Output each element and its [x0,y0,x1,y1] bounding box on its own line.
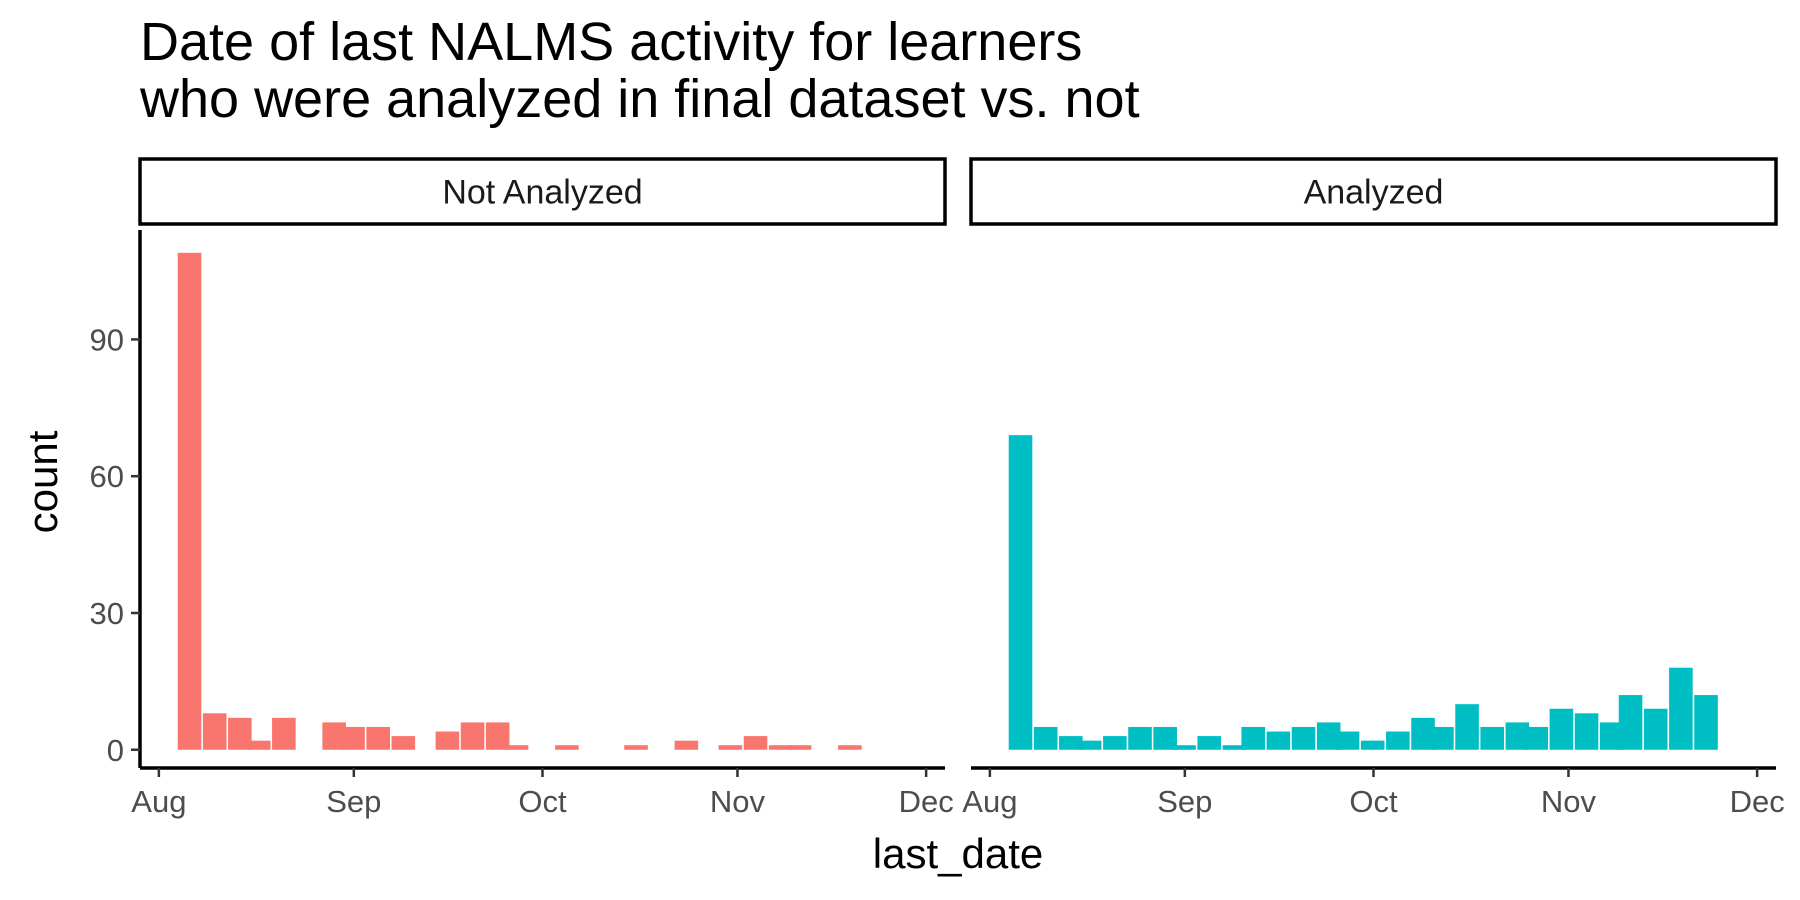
histogram-bar [1505,722,1530,750]
histogram-bar [1172,745,1196,750]
histogram-bar [1103,736,1127,750]
chart-title-line: who were analyzed in final dataset vs. n… [139,69,1140,129]
histogram-bar [1694,695,1718,750]
histogram-bar [718,745,743,750]
chart-title-line: Date of last NALMS activity for learners [140,12,1082,72]
histogram-bar [272,717,296,750]
histogram-bar [1480,726,1504,750]
histogram-bar [1574,713,1599,750]
histogram-bar [504,745,529,750]
x-tick-label: Aug [131,784,186,819]
histogram-bar [1335,731,1360,750]
histogram-bar [228,717,252,750]
histogram-bar [177,252,202,750]
x-tick-label: Dec [899,784,954,819]
histogram-bar [1291,726,1316,750]
histogram-bar [1455,704,1479,750]
histogram-bar [624,745,648,750]
histogram-bar [1008,435,1033,750]
histogram-bar [555,745,579,750]
histogram-bar [838,745,862,750]
x-tick-label: Sep [326,784,381,819]
facet-strip-label: Analyzed [1304,174,1444,212]
histogram-bar [485,722,510,750]
histogram-bar [1077,740,1102,750]
histogram-bar [435,731,460,750]
histogram-bar [1197,736,1221,750]
histogram-bar [1430,726,1454,750]
facet-panel: Analyzed Aug Sep Oct Nov Dec [962,157,1785,819]
x-tick-label: Nov [710,784,766,819]
histogram-bar [1241,726,1266,750]
y-tick-label: 30 [90,596,124,631]
y-tick-label: 90 [90,322,124,357]
histogram-bar [1411,717,1435,750]
histogram-bar [391,736,416,750]
histogram-bar [1316,722,1341,750]
histogram-bar [768,745,793,750]
facet-strip-label: Not Analyzed [442,174,642,212]
x-tick-label: Oct [1349,784,1398,819]
histogram-bar [322,722,346,750]
chart-title: Date of last NALMS activity for learners… [139,12,1140,129]
histogram-bar [1618,695,1643,750]
histogram-bar [1128,726,1152,750]
histogram-bar [1549,708,1574,750]
y-axis-title: count [19,430,66,533]
histogram-bar [366,726,390,750]
histogram-bar [202,713,227,750]
histogram-bar [1524,726,1549,750]
histogram-bar [1669,667,1693,750]
x-tick-label: Nov [1541,784,1597,819]
histogram-bar [1222,745,1247,750]
histogram-bar [787,745,812,750]
x-tick-label: Oct [518,784,567,819]
histogram-bar [1033,726,1058,750]
x-tick-label: Sep [1157,784,1212,819]
histogram-bar [246,740,271,750]
y-tick-label: 0 [107,733,124,768]
facet-strip [138,157,947,226]
histogram-bar [674,740,699,750]
histogram-bar [1266,731,1291,750]
histogram-bar [1059,736,1083,750]
y-tick-label: 60 [90,459,124,494]
histogram-bar [1153,726,1177,750]
facet-strip [969,157,1778,226]
histogram-bar [1386,731,1410,750]
histogram-bar [1599,722,1624,750]
histogram-bar [460,722,485,750]
histogram-bar [341,726,365,750]
x-axis-title: last_date [873,830,1043,877]
histogram-bar [1643,708,1668,750]
facet-panel: Not Analyzed Aug Sep Oct Nov Dec 0 30 60 90 [90,157,954,819]
histogram-bar [743,736,768,750]
x-tick-label: Dec [1730,784,1785,819]
x-tick-label: Aug [962,784,1017,819]
histogram-bar [1360,740,1385,750]
